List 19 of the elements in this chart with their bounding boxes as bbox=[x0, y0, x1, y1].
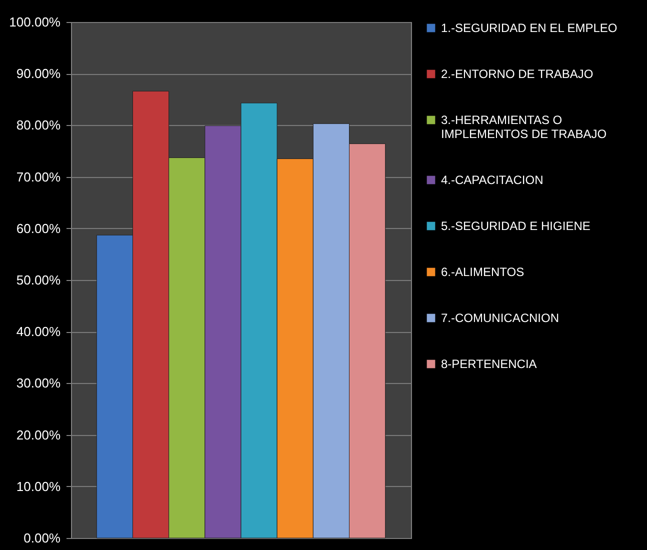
y-tick-label: 0.00% bbox=[24, 530, 61, 546]
legend-label: 6.-ALIMENTOS bbox=[441, 265, 524, 279]
y-tick-label: 90.00% bbox=[16, 66, 61, 82]
legend-label: 7.-COMUNICACNION bbox=[441, 311, 560, 325]
legend-label: 8-PERTENENCIA bbox=[441, 357, 537, 371]
legend-label: 5.-SEGURIDAD E HIGIENE bbox=[441, 219, 590, 233]
y-tick-label: 80.00% bbox=[16, 118, 61, 133]
y-tick-label: 60.00% bbox=[16, 220, 61, 236]
legend-label: 1.-SEGURIDAD EN EL EMPLEO bbox=[441, 21, 618, 35]
y-tick-label: 20.00% bbox=[16, 427, 61, 442]
y-tick-label: 70.00% bbox=[16, 169, 61, 184]
y-tick-label: 40.00% bbox=[16, 324, 61, 340]
legend-label: 2.-ENTORNO DE TRABAJO bbox=[441, 67, 594, 81]
y-tick-label: 10.00% bbox=[16, 478, 61, 494]
y-tick-label: 100.00% bbox=[9, 14, 61, 30]
legend-label: 3.-HERRAMIENTAS O IMPLEMENTOS DE TRABAJO bbox=[441, 113, 607, 141]
y-tick-label: 50.00% bbox=[16, 272, 61, 288]
legend-label: 4.-CAPACITACION bbox=[441, 173, 544, 187]
y-tick-label: 30.00% bbox=[16, 376, 61, 391]
